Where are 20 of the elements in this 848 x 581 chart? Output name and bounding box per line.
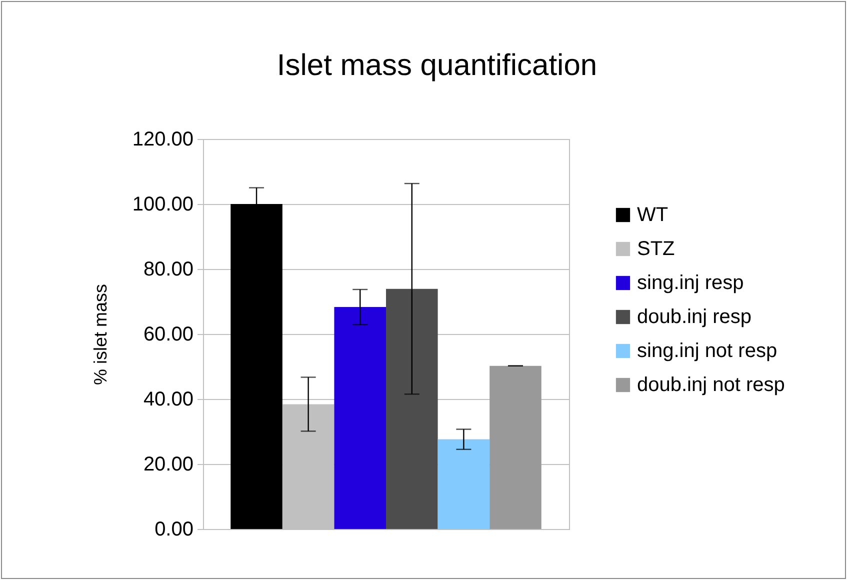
y-axis-title: % islet mass xyxy=(90,284,110,386)
legend-label: sing.inj not resp xyxy=(637,340,778,362)
bar xyxy=(490,366,542,529)
y-tick-label: 0.00 xyxy=(154,518,194,540)
y-tick-label: 100.00 xyxy=(132,194,194,216)
legend-label: sing.inj resp xyxy=(637,272,744,294)
bar xyxy=(334,307,386,529)
y-tick-label: 60.00 xyxy=(143,324,194,346)
y-tick-label: 120.00 xyxy=(132,128,194,150)
legend-label: doub.inj resp xyxy=(637,306,752,328)
legend-label: WT xyxy=(637,204,668,226)
y-tick-label: 80.00 xyxy=(143,258,194,280)
chart-title: Islet mass quantification xyxy=(276,49,598,82)
legend-label: doub.inj not resp xyxy=(637,374,785,396)
bar xyxy=(438,439,490,529)
legend-label: STZ xyxy=(637,238,675,260)
y-tick-label: 40.00 xyxy=(143,388,194,410)
y-tick-label: 20.00 xyxy=(143,454,194,476)
bar xyxy=(282,404,334,529)
bar xyxy=(386,288,438,529)
